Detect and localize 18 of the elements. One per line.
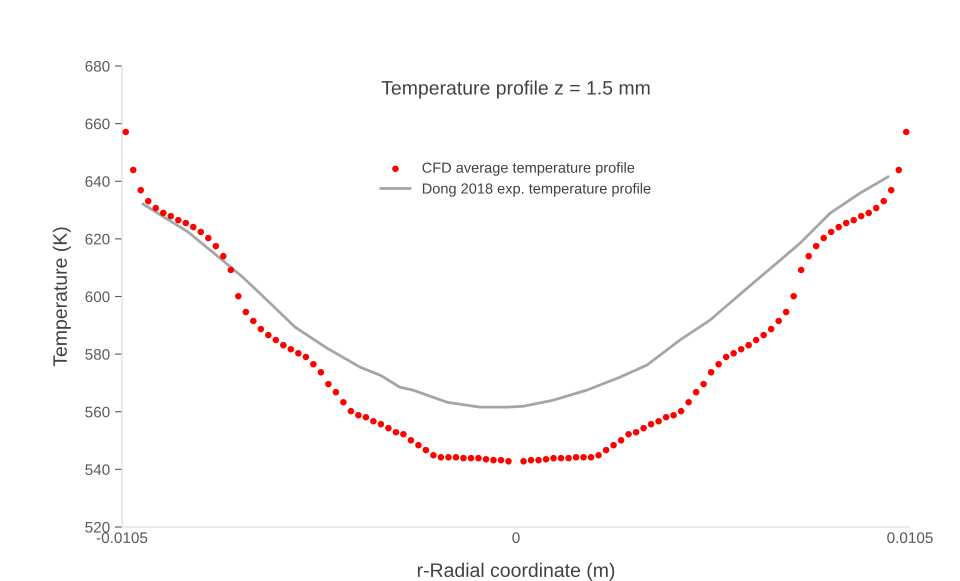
text: Temperature profile z = 1.5 mm	[382, 80, 650, 99]
y-tick-label: 660	[85, 118, 110, 130]
y-tick-label: 560	[85, 406, 110, 418]
line-series	[142, 176, 890, 409]
legend-label: CFD average temperature profile	[422, 162, 634, 176]
y-tick-label: 680	[85, 60, 110, 72]
y-tick-label: 520	[85, 522, 110, 533]
legend-label: Dong 2018 exp. temperature profile	[422, 182, 650, 197]
x-tick-label: -0.0105	[96, 532, 148, 544]
y-axis-title: Temperature (K)	[52, 227, 71, 366]
x-axis-title: r-Radial coordinate (m)	[418, 562, 614, 581]
y-tick-label: 640	[85, 176, 110, 187]
y-tick-label: 580	[85, 348, 110, 360]
y-tick-label: 540	[85, 464, 110, 476]
x-tick-label: 0.0105	[887, 532, 933, 544]
x-tick-label: 0	[512, 532, 520, 544]
y-tick-label: 620	[85, 234, 110, 245]
y-tick-label: 600	[85, 291, 110, 302]
